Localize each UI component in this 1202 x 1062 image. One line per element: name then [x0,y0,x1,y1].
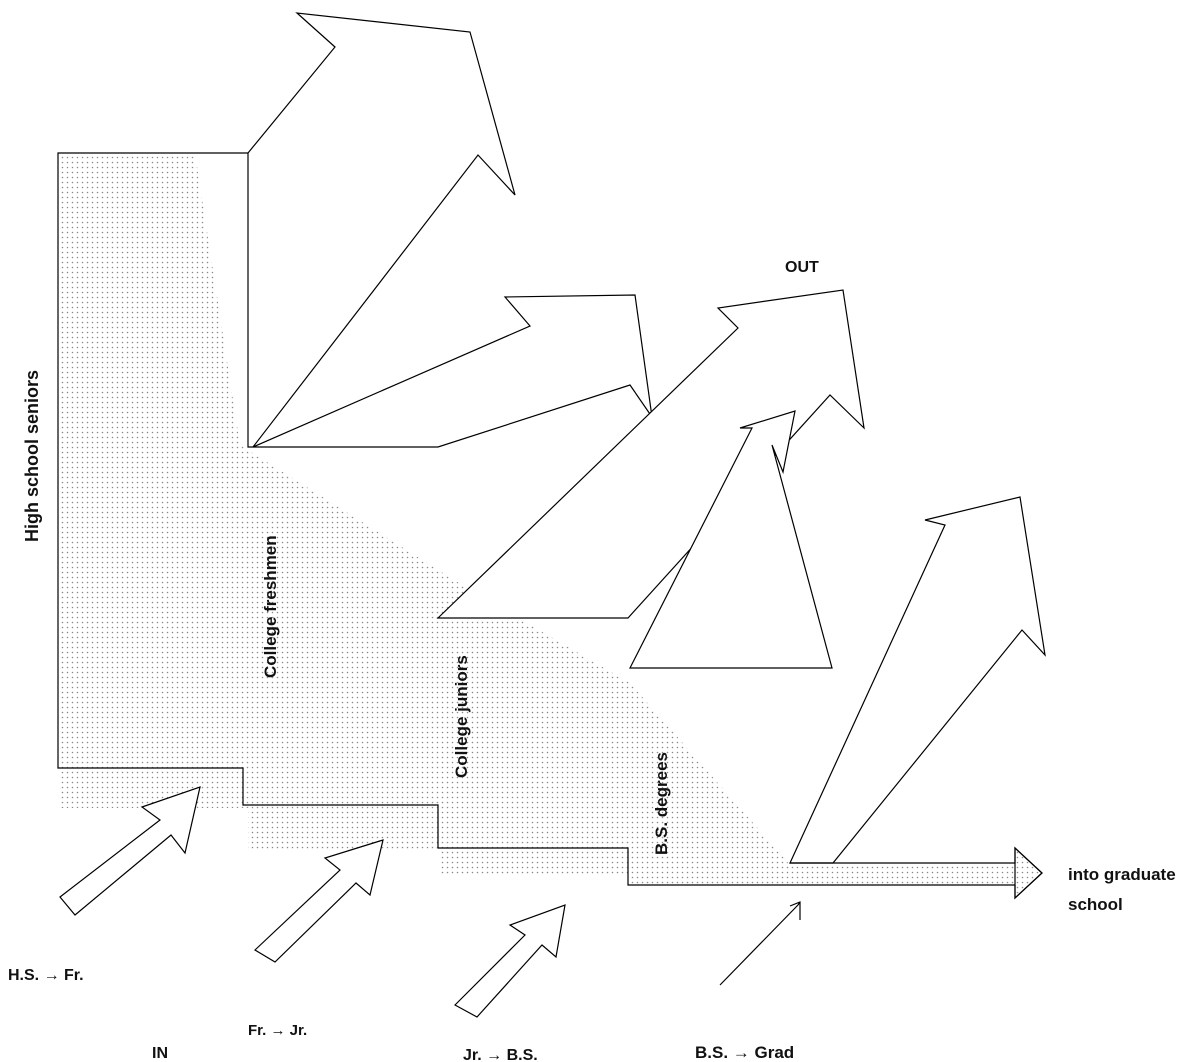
bs-to-grad-label: B.S. → Grad [695,1043,794,1062]
into-graduate-school-label-line1: into graduate [1068,865,1176,884]
jr-to-bs-label: Jr. → B.S. [463,1047,538,1062]
college-freshmen-label: College freshmen [261,535,280,678]
college-juniors-label: College juniors [452,655,471,778]
out-arrow-high-school [247,12,516,448]
out-label: OUT [785,259,819,276]
high-school-seniors-label: High school seniors [22,370,42,542]
pipeline-shaded-region [60,153,1015,885]
in-arrow-jr-to-bs [454,904,566,1018]
hs-to-fr-label: H.S. → Fr. [8,967,84,984]
in-arrow-fr-to-jr [254,839,384,963]
out-arrow-bs-degrees [629,410,833,669]
pipeline-outline [57,152,1015,886]
in-arrow-hs-to-fr [59,786,201,916]
bs-degrees-label: B.S. degrees [652,752,671,855]
out-arrow-freshmen [252,294,653,448]
in-label: IN [152,1045,168,1062]
out-arrow-graduate [789,496,1046,864]
into-graduate-school-label-line2: school [1068,895,1123,914]
in-arrow-bs-to-grad [719,901,801,986]
graduate-school-arrow-head [1014,846,1043,900]
fr-to-jr-label: Fr. → Jr. [248,1022,307,1039]
graduate-school-arrow-outline [790,846,1043,900]
out-arrow-juniors [436,289,865,619]
